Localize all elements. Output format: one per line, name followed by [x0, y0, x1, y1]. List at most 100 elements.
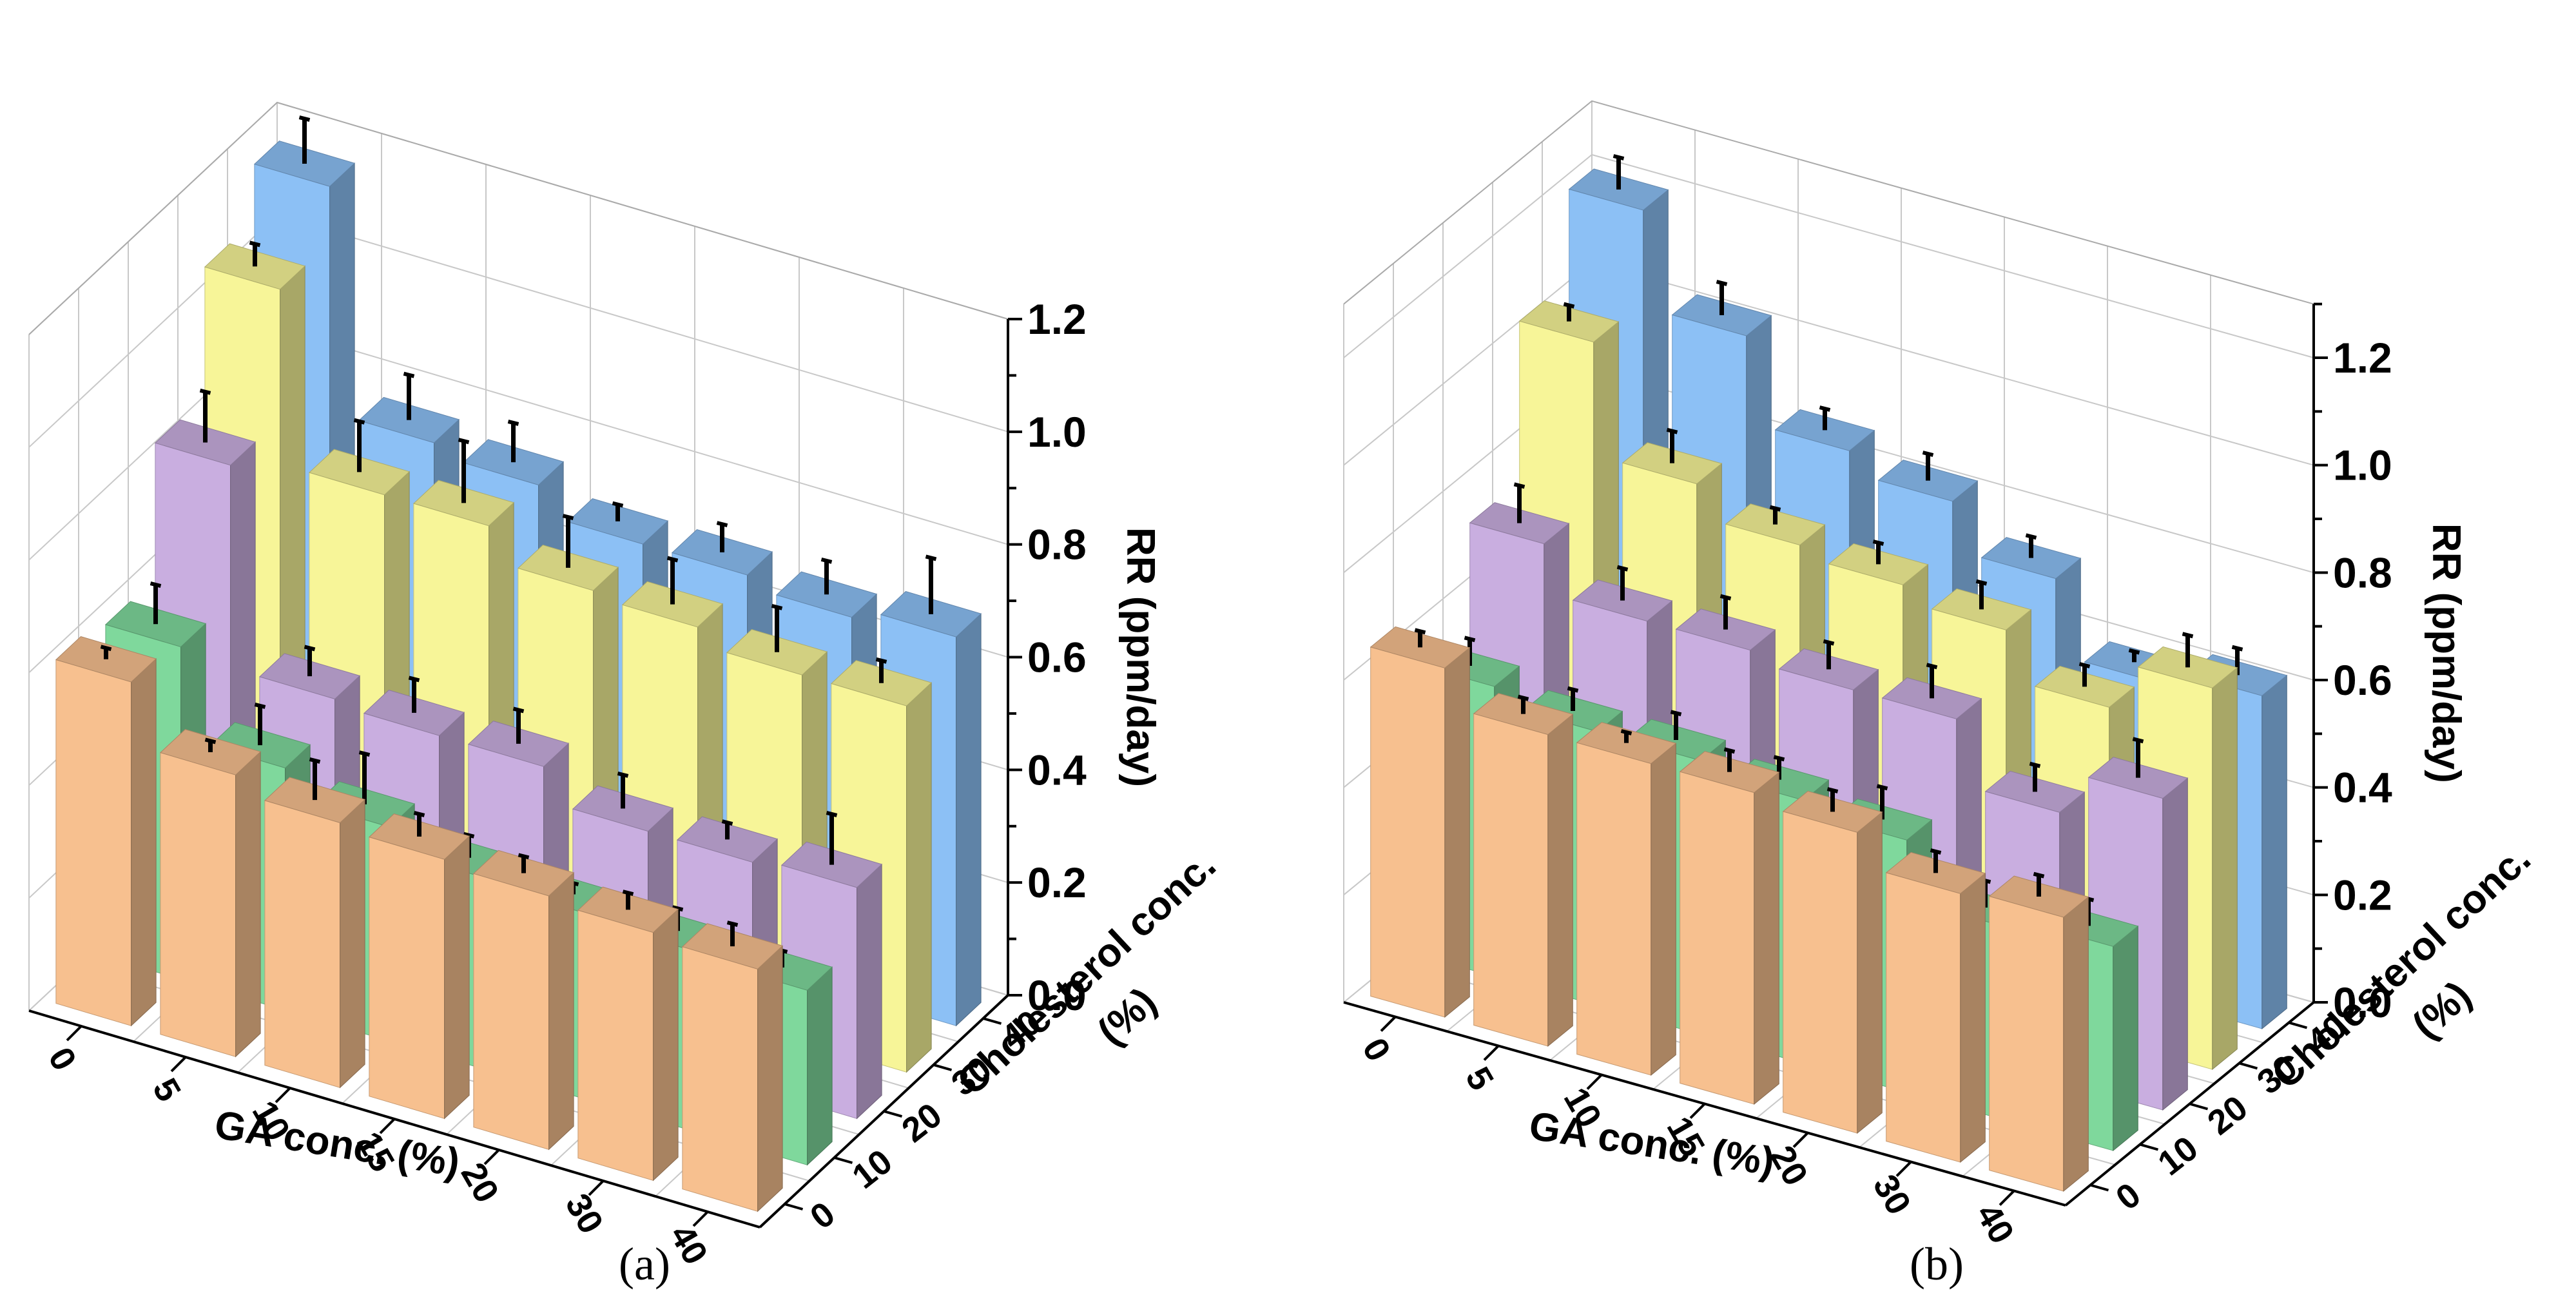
x-tick-label: 0 [1355, 1031, 1398, 1067]
y-axis-label: RR (ppm/day) [2424, 523, 2468, 783]
error-bar-cap [512, 706, 525, 714]
bar [1988, 871, 2089, 1192]
bar [1370, 626, 1471, 1018]
panel-label: (b) [1910, 1238, 1964, 1290]
panel-label: (a) [619, 1238, 670, 1290]
bar-top-face [676, 816, 779, 863]
depth-axis-label: Cholesterol conc.(%) [949, 842, 1264, 1147]
error-bar-cap [1773, 755, 1785, 762]
depth-tick [2139, 1143, 2159, 1151]
y-tick-label: 0.2 [2333, 871, 2392, 919]
error-bar-cap [826, 811, 838, 817]
x-tick-label: 5 [145, 1072, 188, 1108]
error-bar-cap [100, 645, 112, 652]
bar-side-face [956, 612, 982, 1027]
depth-tick-label: 10 [2151, 1129, 2205, 1183]
bars [55, 115, 982, 1212]
bar-side-face [653, 908, 679, 1182]
bar-top-face [154, 419, 257, 466]
error-bar-cap [309, 757, 321, 764]
depth-tick [883, 1110, 903, 1118]
depth-tick-label: 20 [2200, 1088, 2254, 1142]
y-tick-label: 0.8 [2333, 549, 2392, 596]
bar [681, 920, 784, 1212]
bar-top-face [1828, 543, 1929, 585]
bar-side-face [1444, 647, 1470, 1018]
bar-top-face [1778, 648, 1879, 690]
x-tick [1792, 1132, 1809, 1148]
bar-top-face [258, 653, 361, 699]
x-tick-label: 40 [1969, 1197, 2022, 1250]
error-bar-cap [1612, 154, 1625, 160]
bar [577, 886, 679, 1182]
bar-side-face [2162, 777, 2188, 1111]
bar-front-face [1989, 895, 2064, 1192]
error-bar-cap [1723, 747, 1736, 754]
bar-front-face [55, 659, 132, 1026]
bar-front-face [473, 873, 550, 1150]
error-bar-cap [358, 750, 371, 757]
bar-side-face [1547, 714, 1573, 1047]
bar-top-face [1931, 588, 2032, 630]
error-bar-cap [1517, 694, 1529, 701]
bar-side-face [1754, 772, 1779, 1105]
bar-top-face [412, 480, 515, 527]
depth-tick [982, 1017, 1002, 1025]
bar-top-face [467, 721, 570, 767]
bar-top-face [1881, 677, 1982, 719]
error-bar-cap [1414, 628, 1426, 635]
x-tick [1483, 1045, 1500, 1061]
y-tick-label: 0.0 [1027, 971, 1087, 1019]
bars [1370, 154, 2288, 1192]
bar-front-face [1783, 811, 1858, 1134]
x-tick [170, 1056, 187, 1073]
depth-tick-label: 20 [895, 1096, 949, 1150]
depth-tick [2288, 1021, 2308, 1029]
bar-side-face [1960, 872, 1986, 1163]
y-tick-label: 1.0 [2333, 442, 2392, 489]
error-bar-cap [771, 603, 783, 610]
error-bar-cap [463, 832, 475, 839]
x-tick [1689, 1103, 1706, 1119]
error-bar-cap [1464, 636, 1476, 643]
bar-front-face [1576, 742, 1652, 1076]
bar-front-face [1473, 713, 1549, 1047]
bar-side-face [340, 799, 365, 1089]
depth-tick [784, 1203, 804, 1211]
x-tick-label: 20 [454, 1156, 507, 1209]
depth-tick [933, 1064, 953, 1071]
y-tick-label: 0.6 [2333, 656, 2392, 704]
x-tick-label: 0 [41, 1041, 84, 1077]
error-bar-cap [507, 420, 519, 426]
error-bar-cap [1975, 579, 1988, 586]
bar-top-face [104, 601, 207, 648]
y-tick-label: 1.2 [1027, 295, 1087, 343]
error-bar-cap [2078, 662, 2091, 668]
error-bar-cap [254, 703, 266, 709]
depth-axis-label-line: Cholesterol conc. [949, 842, 1225, 1104]
x-tick [66, 1025, 82, 1042]
x-tick [1999, 1190, 2015, 1206]
x-tick [588, 1180, 605, 1196]
error-bar-cap [721, 819, 733, 826]
error-bar-cap [1922, 451, 1934, 457]
bar-front-face [1680, 771, 1755, 1105]
bar [1679, 747, 1780, 1105]
bar [1885, 848, 1986, 1163]
x-tick-label: 30 [1866, 1168, 1919, 1221]
bar-side-face [444, 835, 470, 1120]
bar [264, 757, 366, 1089]
gridline [28, 101, 1009, 335]
error-bar-cap [1670, 710, 1682, 717]
depth-tick [2089, 1183, 2109, 1192]
bar [1782, 787, 1883, 1134]
y-tick-label: 0.6 [1027, 634, 1087, 681]
x-tick [1380, 1016, 1397, 1032]
y-axis-label: RR (ppm/day) [1118, 527, 1163, 787]
error-bar-cap [2029, 761, 2041, 768]
y-axis: 0.0 0.2 0.4 0.6 0.8 1.0 1.2 RR (ppm/day) [1007, 295, 1163, 1019]
bar [472, 850, 575, 1151]
y-tick-label: 0.2 [1027, 859, 1087, 906]
